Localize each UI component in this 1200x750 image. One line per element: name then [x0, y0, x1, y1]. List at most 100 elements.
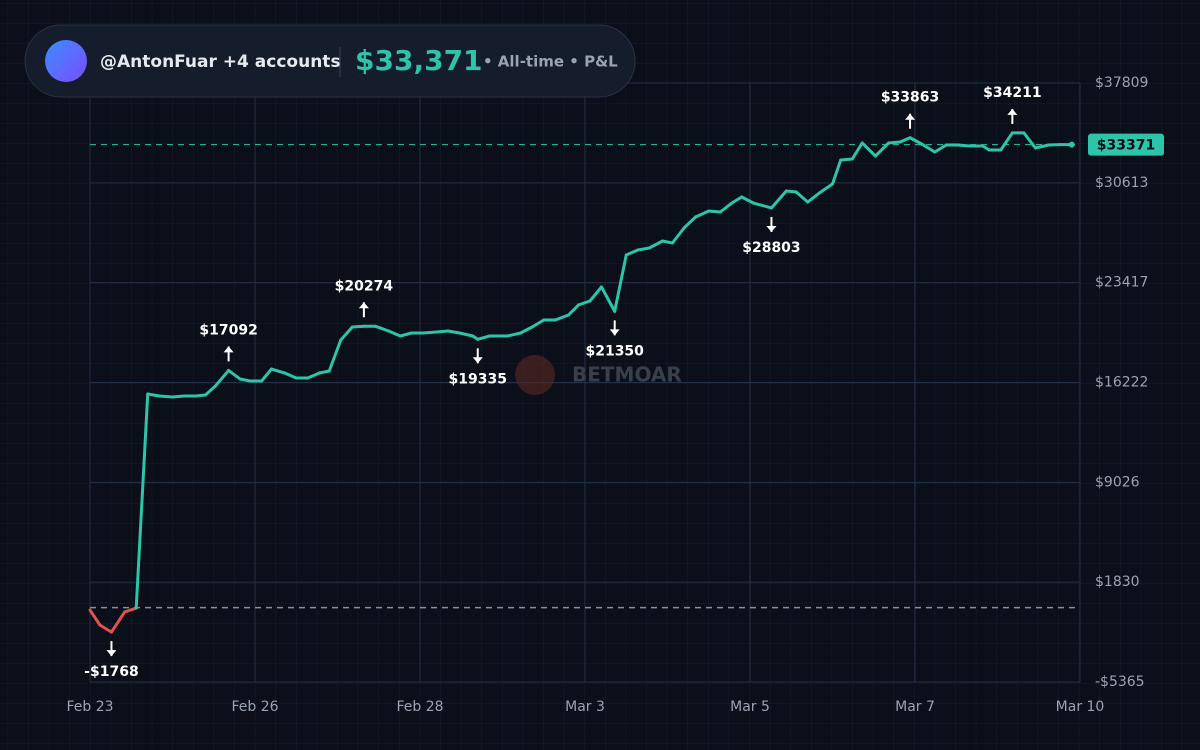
line-segment — [898, 136, 912, 144]
line-segment — [98, 623, 113, 634]
line-segment — [476, 334, 491, 341]
line-segment — [887, 140, 902, 145]
line-segment — [238, 377, 252, 383]
line-segment — [204, 384, 217, 397]
line-segment — [350, 324, 366, 329]
annotation-arrowhead — [472, 357, 483, 364]
line-segment — [588, 285, 603, 303]
line-segment — [873, 141, 891, 158]
watermark: BETMOAR — [572, 363, 682, 387]
line-segment — [670, 226, 686, 245]
annotation-label: $33863 — [881, 90, 939, 106]
line-segment — [283, 371, 298, 380]
annotation-arrowhead — [905, 113, 916, 120]
x-tick-label: Mar 10 — [1056, 699, 1105, 715]
line-segment — [134, 392, 150, 610]
line-segment — [227, 368, 242, 381]
account-name: @AntonFuar +4 accounts — [100, 52, 341, 72]
line-segment — [327, 338, 343, 373]
x-tick-label: Feb 26 — [231, 699, 278, 715]
current-label: $33371 — [1097, 138, 1155, 154]
line-segment — [769, 189, 788, 210]
current-badge — [1088, 133, 1164, 156]
line-segment — [306, 371, 321, 380]
line-segment — [530, 318, 546, 329]
line-segment — [694, 209, 711, 219]
line-segment — [109, 610, 127, 634]
line-segment — [157, 394, 174, 399]
annotation-arrowhead — [223, 346, 234, 353]
y-tick-label: $1830 — [1095, 574, 1140, 590]
y-tick-label: $37809 — [1095, 75, 1148, 91]
line-segment — [999, 131, 1014, 152]
line-segment — [171, 394, 186, 399]
line-segment — [458, 331, 475, 338]
line-segment — [933, 143, 948, 154]
line-segment — [751, 201, 773, 210]
line-segment — [831, 158, 843, 186]
line-segment — [817, 182, 834, 195]
annotation-arrowhead — [106, 650, 117, 657]
line-segment — [956, 143, 971, 148]
y-tick-label: $30613 — [1095, 175, 1148, 191]
line-segment — [446, 329, 462, 335]
end-dot — [1068, 141, 1075, 148]
line-segment — [682, 215, 698, 230]
annotation-arrowhead — [358, 302, 369, 309]
line-segment — [613, 253, 628, 313]
line-segment — [908, 136, 924, 146]
line-segment — [860, 141, 877, 158]
line-segment — [270, 367, 287, 375]
line-segment — [339, 325, 354, 342]
line-segment — [373, 324, 391, 333]
header-pill — [24, 24, 636, 98]
line-segment — [398, 331, 414, 338]
period: • All-time • P&L — [483, 53, 618, 71]
line-segment — [920, 142, 937, 154]
y-tick-label: $16222 — [1095, 375, 1148, 391]
x-tick-label: Feb 28 — [396, 699, 443, 715]
line-segment — [317, 369, 331, 375]
line-segment — [647, 239, 665, 250]
line-segment — [387, 329, 402, 338]
line-segment — [636, 246, 651, 252]
line-segment — [707, 209, 722, 214]
line-segment — [600, 285, 617, 313]
line-segment — [839, 157, 854, 162]
line-segment — [624, 248, 640, 257]
line-segment — [194, 393, 207, 398]
line-segment — [784, 189, 798, 194]
annotation-label: $19335 — [449, 371, 507, 387]
plot: -$5365 $1830 $9026 $16222 $23417 $30613 $37809… — [66, 75, 1164, 715]
annotation-arrowhead — [766, 225, 777, 232]
line-segment — [435, 329, 450, 334]
line-segment — [794, 190, 810, 204]
line-segment — [576, 299, 592, 307]
line-segment — [88, 608, 102, 627]
avatar — [45, 40, 87, 82]
line-segment — [519, 325, 534, 335]
line-segment — [123, 606, 138, 614]
annotation-label: $34211 — [983, 85, 1041, 101]
line-segment — [505, 331, 523, 338]
line-segment — [850, 141, 864, 161]
annotation-label: $28803 — [742, 240, 800, 256]
line-segment — [567, 303, 580, 317]
line-segment — [146, 392, 161, 398]
total: $33,371 — [355, 44, 483, 77]
line-segment — [213, 368, 231, 388]
annotation-label: $21350 — [585, 343, 644, 359]
annotation-label: -$1768 — [84, 664, 139, 680]
y-tick-label: $9026 — [1095, 474, 1140, 490]
x-tick-label: Mar 7 — [895, 699, 935, 715]
watermark-logo — [515, 355, 555, 395]
line-segment — [1022, 131, 1037, 150]
line-segment — [661, 239, 674, 245]
annotation-label: $20274 — [335, 278, 394, 294]
y-tick-label: -$5365 — [1095, 674, 1145, 690]
line-segment — [1033, 143, 1051, 150]
line-segment — [553, 313, 570, 322]
annotation-label: $17092 — [199, 322, 257, 338]
